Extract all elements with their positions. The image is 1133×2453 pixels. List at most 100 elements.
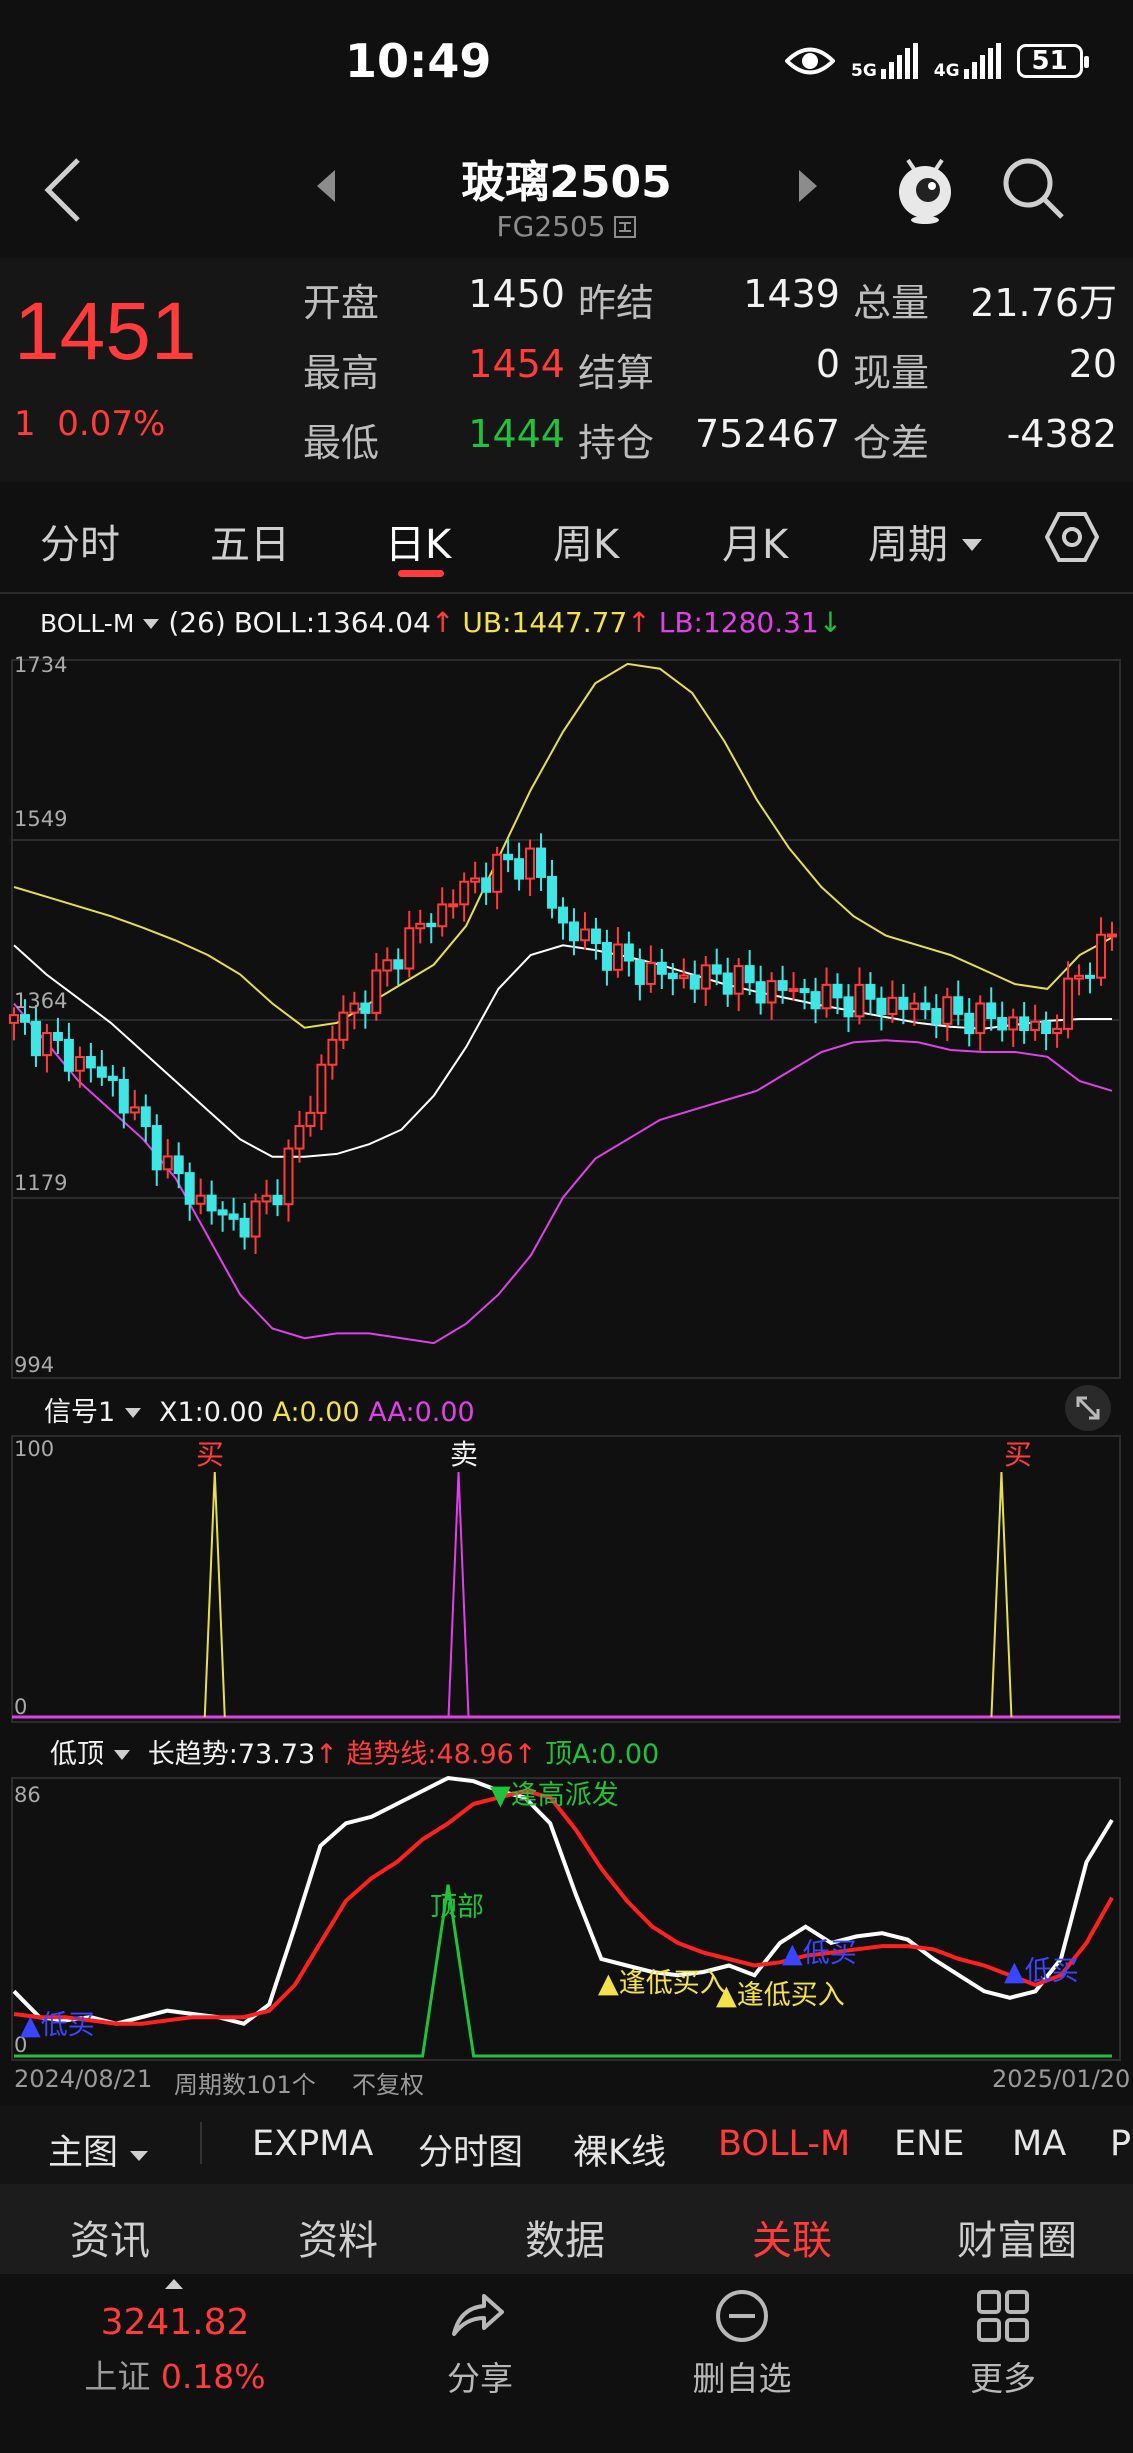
search-icon[interactable] <box>1000 155 1066 221</box>
candle-body <box>777 980 788 991</box>
candle-body <box>162 1155 173 1171</box>
tab-five-day[interactable]: 五日 <box>210 522 290 568</box>
annotation-low-buy-1: ▲低买 <box>20 2010 95 2041</box>
share-label[interactable]: 分享 <box>447 2359 513 2398</box>
section-news[interactable]: 资讯 <box>70 2218 150 2264</box>
indicator-bare-k[interactable]: 裸K线 <box>573 2133 666 2173</box>
chevron-up-icon[interactable] <box>164 2278 184 2290</box>
tab-period[interactable]: 周期 <box>868 512 983 570</box>
quote-label-current-volume: 现量 <box>853 351 930 395</box>
top-a-value: 0.00 <box>599 1739 660 1770</box>
quote-value-high: 1454 <box>468 342 565 386</box>
indicator-expma[interactable]: EXPMA <box>252 2124 374 2164</box>
section-wealth-circle[interactable]: 财富圈 <box>957 2218 1077 2264</box>
candle-body <box>239 1217 250 1238</box>
candle-body <box>514 858 525 880</box>
candle-body <box>601 942 612 971</box>
candle-body <box>689 974 700 990</box>
indicator-ene[interactable]: ENE <box>894 2124 965 2164</box>
status-icons: 5G 4G 51 <box>785 36 1089 86</box>
expand-icon[interactable] <box>1063 1383 1113 1433</box>
candle-body <box>887 996 898 1015</box>
section-related[interactable]: 关联 <box>752 2218 832 2264</box>
candle-body <box>371 969 382 1014</box>
signal-spike <box>203 1471 226 1718</box>
index-value[interactable]: 3241.82 <box>100 2302 250 2343</box>
tab-daily-k[interactable]: 日K <box>385 522 452 568</box>
signal-indicator-selector[interactable]: 信号1 <box>44 1397 142 1428</box>
candle-body <box>30 1020 41 1057</box>
chevron-down-icon <box>961 539 982 551</box>
candle-body <box>173 1155 184 1175</box>
tab-weekly-k[interactable]: 周K <box>553 522 620 568</box>
share-icon[interactable] <box>450 2290 506 2340</box>
candle-body <box>931 1008 942 1025</box>
section-data[interactable]: 数据 <box>525 2218 605 2264</box>
annotation-top: 顶部 <box>430 1892 484 1923</box>
signal-4g-icon <box>963 43 1001 79</box>
a-value: 0.00 <box>299 1397 360 1428</box>
candle-body <box>854 983 865 1018</box>
annotation-buy-low-1: ▲逢低买入 <box>598 1968 727 1999</box>
more-label[interactable]: 更多 <box>970 2359 1036 2398</box>
contract-info-icon[interactable] <box>614 216 637 238</box>
boll-label: BOLL: <box>233 606 316 639</box>
candle-body <box>579 928 590 942</box>
signal-chart[interactable]: 100 0 买 卖 买 <box>0 1432 1133 1724</box>
section-bar <box>0 2184 1133 2274</box>
candle-body <box>338 1011 349 1041</box>
tab-monthly-k[interactable]: 月K <box>722 522 789 568</box>
indicator-ma[interactable]: MA <box>1012 2124 1067 2164</box>
candle-body <box>711 964 722 975</box>
next-contract-arrow-icon[interactable] <box>795 168 821 204</box>
candle-body <box>678 974 689 980</box>
candle-body <box>1041 1020 1052 1034</box>
candle-body <box>437 903 448 928</box>
candle-body <box>459 880 470 906</box>
boll-param: (26) <box>168 606 226 639</box>
battery-level: 51 <box>1031 46 1068 76</box>
mascot-icon[interactable] <box>890 150 960 226</box>
candle-body <box>349 1002 360 1014</box>
network-4g-label: 4G <box>933 61 960 81</box>
candle-body <box>843 996 854 1018</box>
remove-watchlist-label[interactable]: 删自选 <box>692 2359 792 2398</box>
tab-period-label: 周期 <box>868 522 948 568</box>
indicator-boll-m[interactable]: BOLL-M <box>718 2124 851 2164</box>
prev-contract-arrow-icon[interactable] <box>313 168 339 204</box>
indicator-more-clipped[interactable]: P <box>1110 2124 1132 2164</box>
section-profile[interactable]: 资料 <box>298 2218 378 2264</box>
lowtop-indicator-selector[interactable]: 低顶 <box>50 1739 131 1770</box>
lowtop-chart[interactable]: 86 0 ▼逢高派发 顶部 ▲逢低买入 ▲逢低买入 ▲低买 ▲低买 ▲低买 <box>0 1774 1133 2064</box>
index-info[interactable]: 上证 0.18% <box>0 2350 350 2398</box>
main-indicator-header: BOLL-M (26) BOLL:1364.04↑ UB:1447.77↑ LB… <box>40 606 843 639</box>
back-arrow-icon[interactable] <box>34 150 94 230</box>
signal-y-bottom: 0 <box>14 1695 27 1719</box>
candle-body <box>920 1002 931 1011</box>
ub-label: UB: <box>462 606 512 639</box>
price-change-pct: 0.07% <box>57 404 166 444</box>
more-grid-icon[interactable] <box>975 2288 1031 2344</box>
candlestick-chart[interactable]: 1734 1549 1364 1179 994 <box>0 650 1133 1380</box>
candle-body <box>799 988 810 994</box>
candle-body <box>832 983 843 999</box>
candle-body <box>700 964 711 990</box>
main-chart-selector[interactable]: 主图 <box>48 2124 149 2175</box>
chevron-down-icon <box>113 1750 130 1760</box>
quote-value-open: 1450 <box>468 272 565 316</box>
top-a-label: 顶A: <box>545 1739 600 1770</box>
remove-watchlist-icon[interactable] <box>714 2288 770 2344</box>
candle-body <box>503 853 514 861</box>
tab-intraday[interactable]: 分时 <box>40 522 120 568</box>
main-indicator-selector[interactable]: BOLL-M <box>40 609 160 638</box>
settings-hexagon-icon[interactable] <box>1045 510 1099 564</box>
indicator-bar <box>0 2106 1133 2184</box>
indicator-intraday[interactable]: 分时图 <box>418 2133 524 2173</box>
candle-body <box>250 1200 261 1238</box>
candle-body <box>129 1106 140 1114</box>
candle-body <box>909 1002 920 1010</box>
candle-body <box>788 988 799 993</box>
trend-line-value: 48.96 <box>436 1739 514 1770</box>
candle-body <box>85 1056 96 1069</box>
x1-label: X1: <box>158 1397 204 1428</box>
